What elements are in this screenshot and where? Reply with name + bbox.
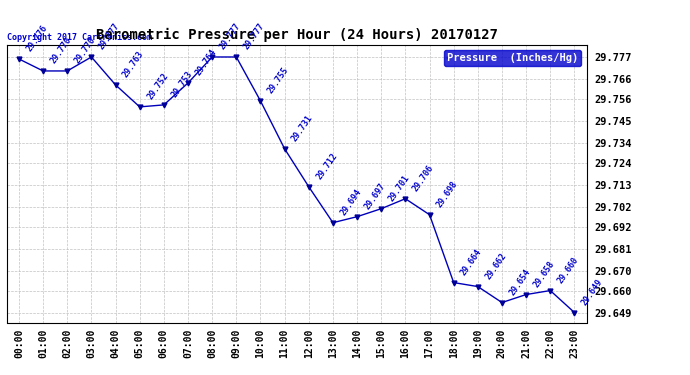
Text: 29.777: 29.777 <box>242 22 266 51</box>
Text: 29.731: 29.731 <box>290 114 315 143</box>
Text: 29.755: 29.755 <box>266 66 290 95</box>
Text: 29.649: 29.649 <box>580 277 604 307</box>
Text: 29.777: 29.777 <box>218 22 242 51</box>
Text: 29.764: 29.764 <box>194 48 218 77</box>
Text: 29.712: 29.712 <box>315 152 339 181</box>
Text: 29.662: 29.662 <box>484 251 508 281</box>
Text: 29.660: 29.660 <box>556 255 580 285</box>
Text: 29.776: 29.776 <box>25 24 49 53</box>
Title: Barometric Pressure per Hour (24 Hours) 20170127: Barometric Pressure per Hour (24 Hours) … <box>96 28 497 42</box>
Text: 29.697: 29.697 <box>363 182 387 211</box>
Text: 29.698: 29.698 <box>435 179 460 209</box>
Text: 29.654: 29.654 <box>508 267 532 297</box>
Text: 29.658: 29.658 <box>532 259 556 289</box>
Text: 29.694: 29.694 <box>339 188 363 217</box>
Text: 29.753: 29.753 <box>170 70 194 99</box>
Text: 29.701: 29.701 <box>387 173 411 203</box>
Text: 29.777: 29.777 <box>97 22 121 51</box>
Text: Copyright 2017 Cartronics.com: Copyright 2017 Cartronics.com <box>7 33 152 42</box>
Text: 29.770: 29.770 <box>49 36 73 65</box>
Legend: Pressure  (Inches/Hg): Pressure (Inches/Hg) <box>444 50 581 66</box>
Text: 29.763: 29.763 <box>121 50 146 80</box>
Text: 29.770: 29.770 <box>73 36 97 65</box>
Text: 29.752: 29.752 <box>146 72 170 101</box>
Text: 29.706: 29.706 <box>411 164 435 193</box>
Text: 29.664: 29.664 <box>460 247 484 277</box>
